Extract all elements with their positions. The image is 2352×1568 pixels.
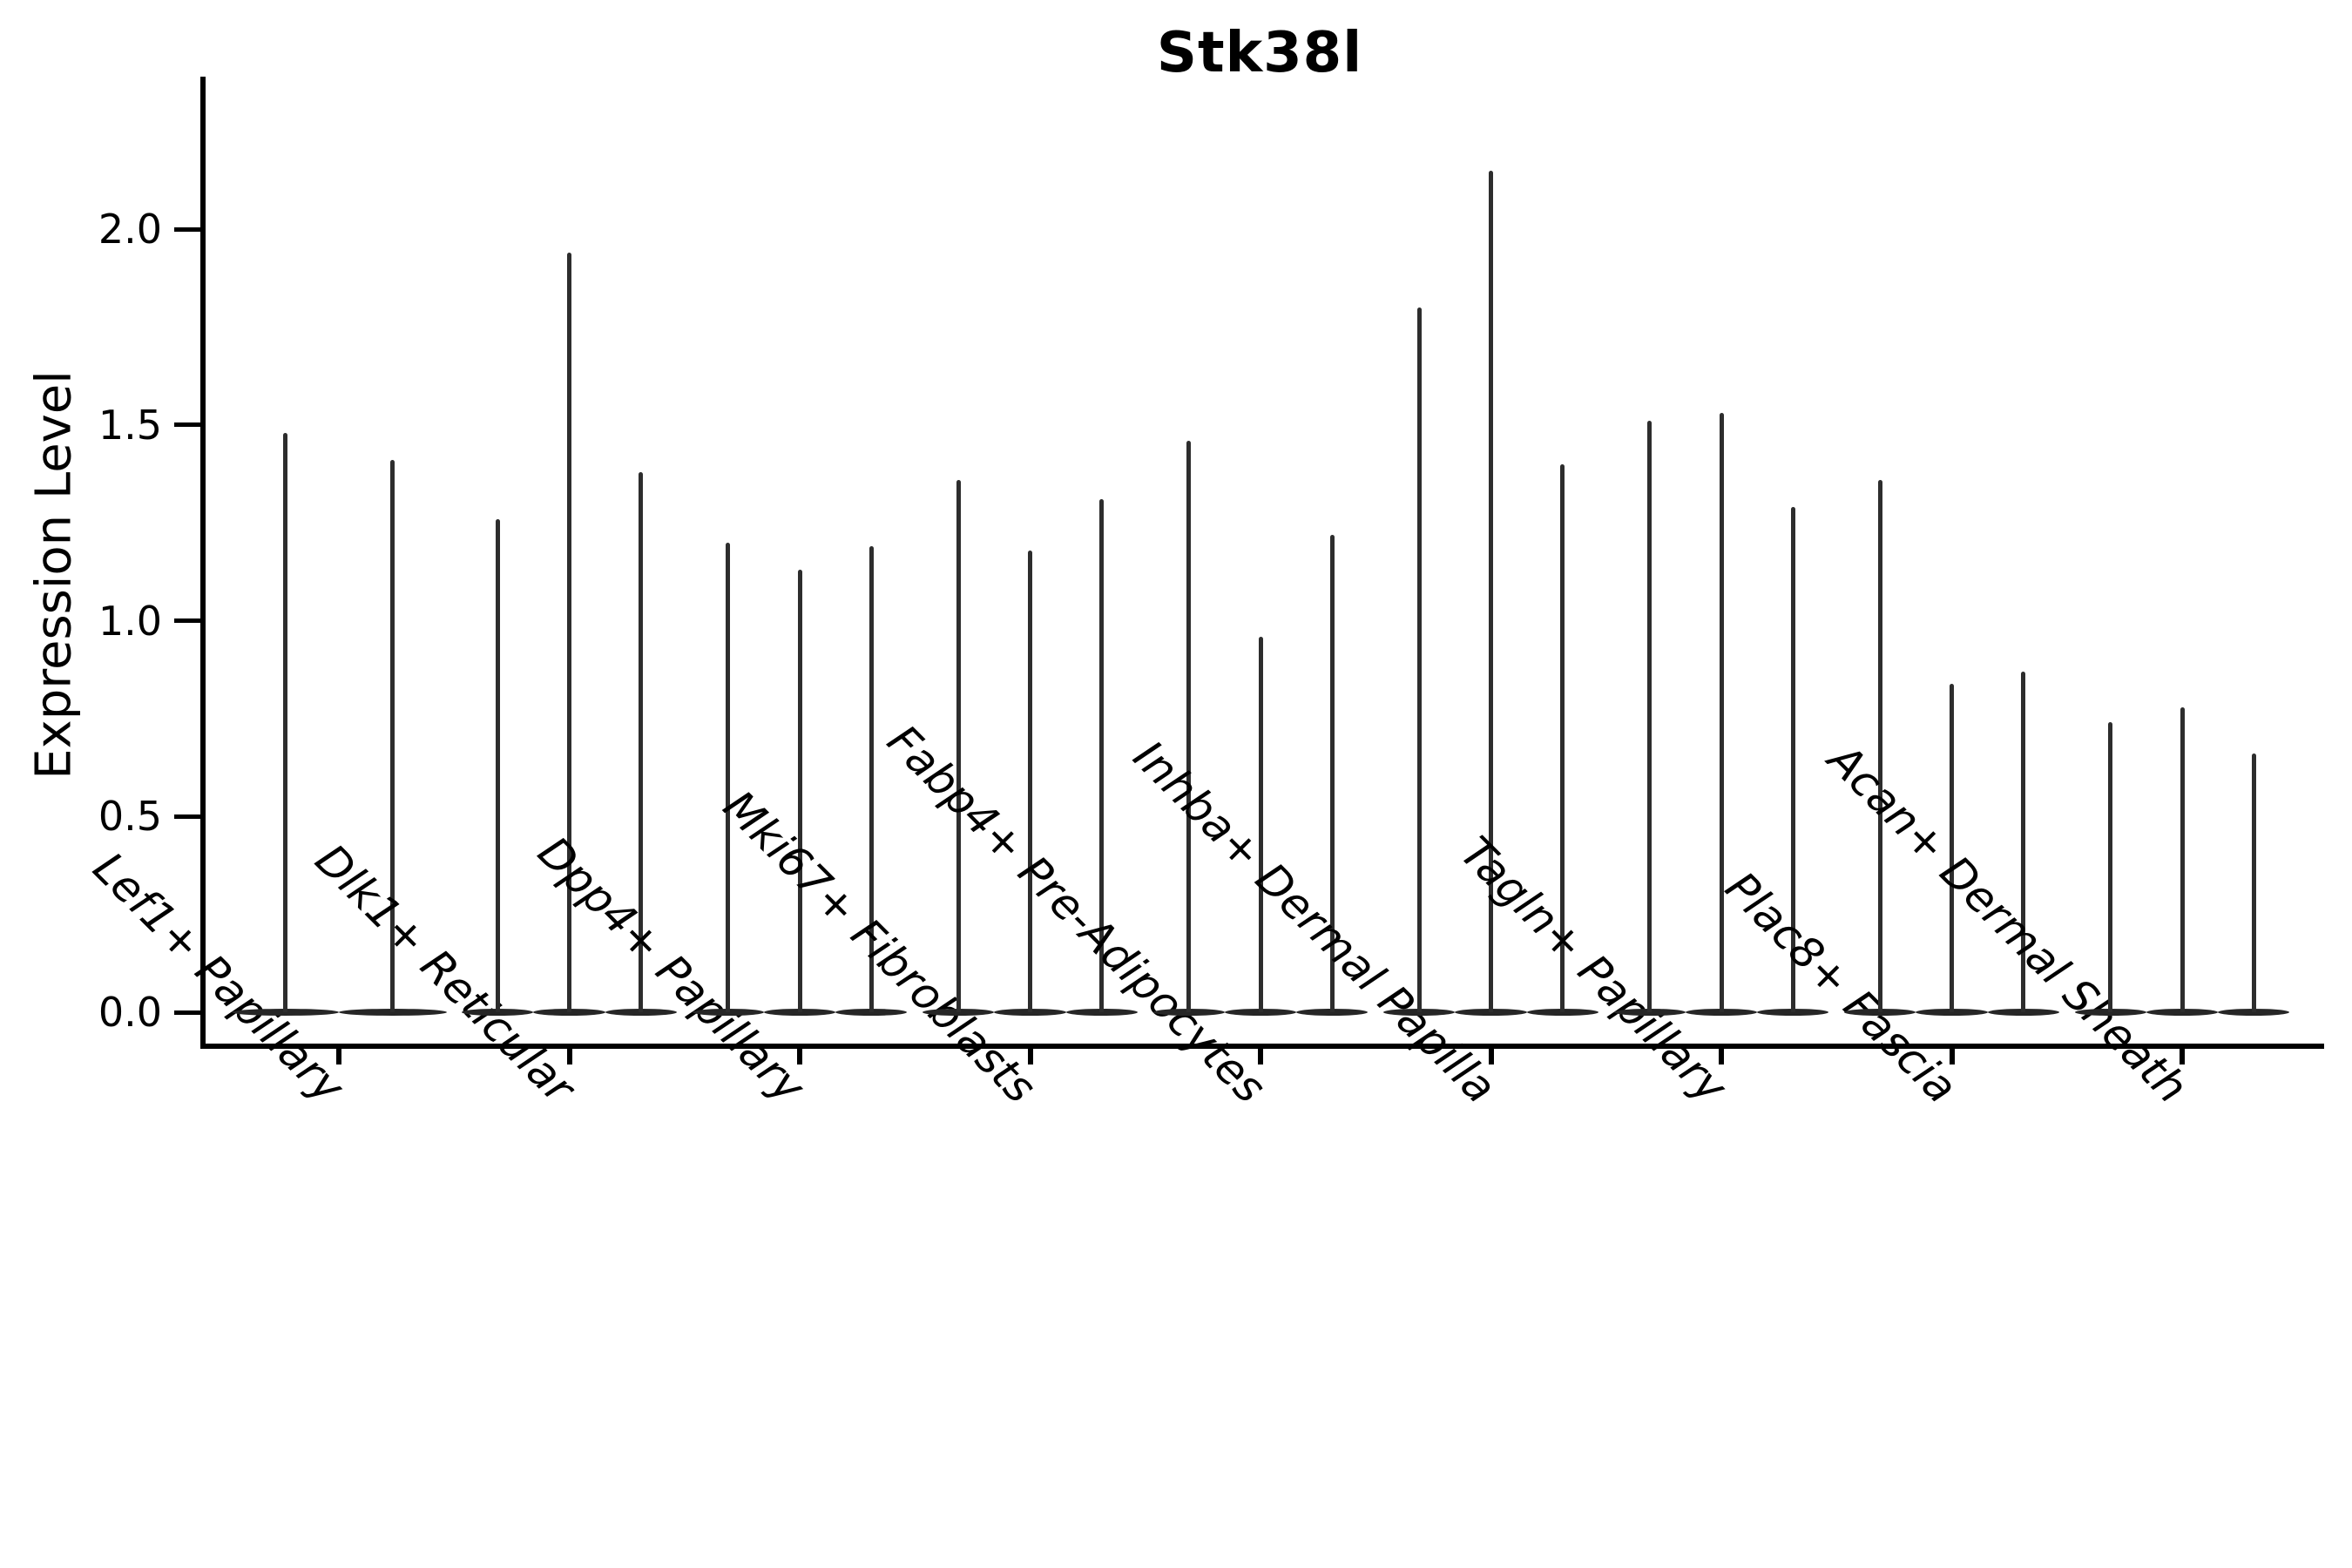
violin-spike [495, 518, 500, 1013]
x-tick [1488, 1044, 1494, 1064]
violin-spike [390, 460, 395, 1013]
x-tick [1258, 1044, 1263, 1064]
violin-base [2218, 1009, 2290, 1017]
y-tick [174, 1010, 200, 1015]
violin-base [339, 1009, 447, 1017]
violin-base [1757, 1009, 1829, 1017]
violin-base [1065, 1009, 1138, 1017]
chart-title: Stk38l [1156, 21, 1363, 85]
y-tick [174, 618, 200, 624]
y-tick [174, 814, 200, 819]
violin-base [605, 1009, 677, 1017]
violin-base [1613, 1009, 1686, 1017]
violin-spike [956, 479, 961, 1013]
violin-base [692, 1009, 764, 1017]
x-tick [566, 1044, 572, 1064]
x-tick [1027, 1044, 1033, 1064]
violin-base [994, 1009, 1066, 1017]
violin-spike [1647, 421, 1652, 1013]
x-tick [336, 1044, 341, 1064]
y-tick-label: 0.0 [98, 989, 162, 1037]
x-tick [2180, 1044, 2185, 1064]
violin-spike [1560, 463, 1565, 1013]
violin-base [2074, 1009, 2146, 1017]
violin-base [1526, 1009, 1598, 1017]
violin-spike [1186, 440, 1192, 1013]
violin-base [1916, 1009, 1988, 1017]
violin-spike [2108, 722, 2113, 1013]
violin-spike [567, 253, 571, 1013]
violin-spike [1877, 479, 1882, 1013]
violin-spike [282, 432, 287, 1013]
violin-base [1844, 1009, 1916, 1017]
y-tick [174, 226, 200, 232]
violin-base [533, 1009, 605, 1017]
violin-spike [1416, 308, 1422, 1013]
violin-base [1987, 1009, 2059, 1017]
violin-spike [1329, 534, 1335, 1013]
violin-spike [2180, 706, 2185, 1013]
violin-base [1455, 1009, 1527, 1017]
violin-spike [868, 546, 874, 1013]
violin-spike [1258, 636, 1263, 1013]
violin-spike [1719, 413, 1724, 1013]
violin-spike [797, 570, 802, 1013]
violin-base [2146, 1009, 2219, 1017]
violin-base [763, 1009, 836, 1017]
y-tick-label: 1.5 [98, 401, 162, 449]
violin-spike [2021, 672, 2026, 1013]
violin-base [923, 1009, 995, 1017]
violin-base [1152, 1009, 1225, 1017]
violin-base [1383, 1009, 1456, 1017]
y-tick [174, 422, 200, 428]
violin-base [462, 1009, 534, 1017]
y-tick-label: 0.5 [98, 793, 162, 841]
violin-spike [1099, 499, 1105, 1013]
violin-spike [2251, 754, 2256, 1013]
violin-base [835, 1009, 908, 1017]
violin-spike [1489, 170, 1493, 1013]
y-tick-label: 2.0 [98, 206, 162, 253]
x-tick [1719, 1044, 1724, 1064]
y-tick-label: 1.0 [98, 597, 162, 645]
violin-spike [1950, 683, 1954, 1013]
x-tick [1949, 1044, 1955, 1064]
violin-base [1296, 1009, 1369, 1017]
violin-spike [1790, 507, 1795, 1013]
violin-base [1224, 1009, 1297, 1017]
violin-spike [639, 471, 644, 1013]
violin-base [231, 1009, 339, 1017]
violin-spike [726, 542, 731, 1013]
violin-spike [1028, 550, 1032, 1013]
x-tick [797, 1044, 802, 1064]
violin-base [1685, 1009, 1758, 1017]
